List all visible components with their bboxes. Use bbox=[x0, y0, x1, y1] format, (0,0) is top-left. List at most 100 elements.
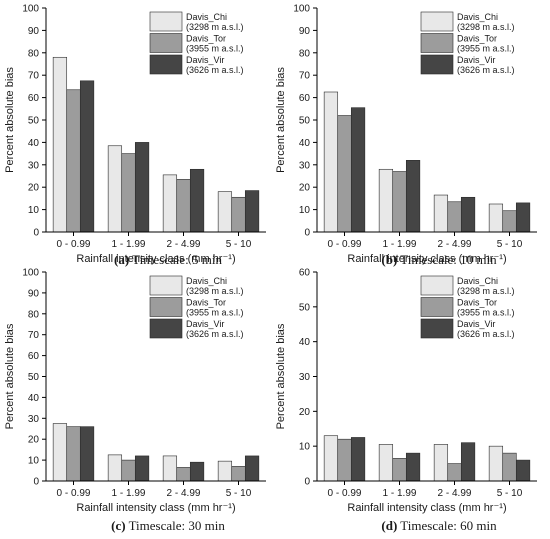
legend-series-name: Davis_Chi bbox=[186, 276, 227, 286]
y-tick-label: 30 bbox=[28, 414, 40, 425]
x-tick-label: 2 - 4.99 bbox=[438, 239, 472, 250]
bar bbox=[433, 194, 449, 233]
bar bbox=[176, 179, 191, 233]
y-tick-label: 60 bbox=[299, 93, 311, 104]
y-tick-label: 60 bbox=[28, 351, 40, 362]
y-tick-label: 80 bbox=[28, 48, 40, 59]
legend-series-elevation: (3955 m a.s.l.) bbox=[457, 44, 515, 54]
x-tick-label: 0 - 0.99 bbox=[57, 239, 91, 250]
y-tick-label: 10 bbox=[299, 442, 311, 453]
bar bbox=[337, 438, 352, 482]
y-axis-label: Percent absolute bias bbox=[4, 323, 16, 429]
legend-series-name: Davis_Tor bbox=[457, 298, 497, 308]
bar bbox=[134, 455, 150, 482]
bar bbox=[134, 142, 150, 233]
x-tick-label: 1 - 1.99 bbox=[383, 239, 417, 250]
chart-panel-3: 0 10 20 30 40 50 60 70 80 90 100 0 - 0.99 1 - 1.99 2 … bbox=[4, 268, 266, 533]
caption-letter: (b) bbox=[381, 252, 397, 267]
legend-series-name: Davis_Chi bbox=[457, 276, 498, 286]
x-tick-label: 0 - 0.99 bbox=[57, 488, 91, 499]
y-tick-label: 30 bbox=[299, 160, 311, 171]
x-axis-label: Rainfall intensity class (mm hr⁻¹) bbox=[347, 253, 506, 265]
y-axis-label: Percent absolute bias bbox=[275, 323, 287, 429]
bar bbox=[107, 145, 123, 233]
panel-caption: (a) Timescale: 5 min bbox=[114, 252, 222, 267]
y-tick-label: 90 bbox=[28, 26, 40, 37]
bar bbox=[392, 458, 407, 482]
y-axis-label: Percent absolute bias bbox=[4, 67, 16, 173]
bar bbox=[405, 160, 421, 233]
y-axis-label: Percent absolute bias bbox=[275, 67, 287, 173]
y-tick-label: 100 bbox=[22, 268, 39, 279]
y-tick-label: 100 bbox=[293, 4, 310, 15]
legend-swatch bbox=[420, 275, 454, 296]
legend-swatch bbox=[149, 11, 183, 32]
chart-panel-1: 0 10 20 30 40 50 60 70 80 90 100 0 - 0.99 1 - 1.99 2 … bbox=[4, 4, 266, 267]
y-tick-label: 0 bbox=[304, 477, 310, 488]
legend-series-elevation: (3298 m a.s.l.) bbox=[457, 22, 515, 32]
panel-caption: (c) Timescale: 30 min bbox=[111, 518, 225, 533]
bar bbox=[323, 91, 339, 233]
y-tick-label: 20 bbox=[299, 407, 311, 418]
bar bbox=[378, 444, 394, 482]
legend-series-elevation: (3298 m a.s.l.) bbox=[186, 286, 244, 296]
x-tick-label: 0 - 0.99 bbox=[328, 488, 362, 499]
bar bbox=[217, 460, 233, 482]
y-tick-label: 0 bbox=[304, 228, 310, 239]
bar bbox=[52, 423, 68, 482]
bar bbox=[66, 426, 81, 482]
y-tick-label: 50 bbox=[28, 372, 40, 383]
caption-letter: (a) bbox=[114, 252, 129, 267]
y-tick-label: 40 bbox=[299, 337, 311, 348]
x-tick-label: 5 - 10 bbox=[226, 239, 252, 250]
y-tick-label: 10 bbox=[299, 205, 311, 216]
x-tick-label: 0 - 0.99 bbox=[328, 239, 362, 250]
y-tick-label: 20 bbox=[299, 183, 311, 194]
bar bbox=[231, 466, 246, 482]
bar bbox=[121, 153, 136, 233]
legend-swatch bbox=[149, 54, 183, 75]
legend-swatch bbox=[149, 318, 183, 339]
bar bbox=[405, 452, 421, 482]
y-tick-label: 70 bbox=[299, 71, 311, 82]
bar bbox=[433, 444, 449, 482]
panel-caption: (b) Timescale: 10 min bbox=[381, 252, 497, 267]
y-tick-label: 10 bbox=[28, 456, 40, 467]
x-tick-label: 5 - 10 bbox=[226, 488, 252, 499]
bar bbox=[392, 171, 407, 233]
caption-text: Timescale: 10 min bbox=[397, 252, 497, 267]
y-tick-label: 0 bbox=[33, 228, 39, 239]
x-tick-label: 5 - 10 bbox=[497, 488, 523, 499]
x-tick-label: 1 - 1.99 bbox=[112, 488, 146, 499]
y-tick-label: 20 bbox=[28, 435, 40, 446]
bar bbox=[189, 168, 205, 233]
x-tick-label: 1 - 1.99 bbox=[112, 239, 146, 250]
legend-swatch bbox=[149, 297, 183, 317]
legend-series-elevation: (3626 m a.s.l.) bbox=[457, 329, 515, 339]
bar bbox=[66, 89, 81, 233]
bar bbox=[350, 437, 366, 482]
y-tick-label: 100 bbox=[22, 4, 39, 15]
legend-series-elevation: (3955 m a.s.l.) bbox=[457, 308, 515, 318]
y-tick-label: 70 bbox=[28, 71, 40, 82]
x-axis-label: Rainfall intensity class (mm hr⁻¹) bbox=[347, 502, 506, 514]
bar bbox=[488, 203, 504, 233]
chart-panel-2: 0 10 20 30 40 50 60 70 80 90 100 0 - 0.99 1 - 1.99 2 … bbox=[275, 4, 537, 267]
bar bbox=[176, 467, 191, 482]
legend-series-name: Davis_Vir bbox=[186, 55, 224, 65]
x-tick-label: 1 - 1.99 bbox=[383, 488, 417, 499]
y-tick-label: 80 bbox=[299, 48, 311, 59]
bar bbox=[244, 190, 260, 233]
bar bbox=[460, 196, 476, 233]
x-tick-label: 2 - 4.99 bbox=[438, 488, 472, 499]
bar bbox=[502, 210, 517, 233]
bar bbox=[162, 174, 178, 233]
y-tick-label: 20 bbox=[28, 183, 40, 194]
legend-swatch bbox=[420, 11, 454, 32]
legend-swatch bbox=[420, 33, 454, 53]
legend-series-name: Davis_Chi bbox=[186, 12, 227, 22]
y-tick-label: 30 bbox=[28, 160, 40, 171]
legend-series-elevation: (3626 m a.s.l.) bbox=[457, 65, 515, 75]
bar bbox=[337, 115, 352, 233]
legend-series-elevation: (3298 m a.s.l.) bbox=[186, 22, 244, 32]
